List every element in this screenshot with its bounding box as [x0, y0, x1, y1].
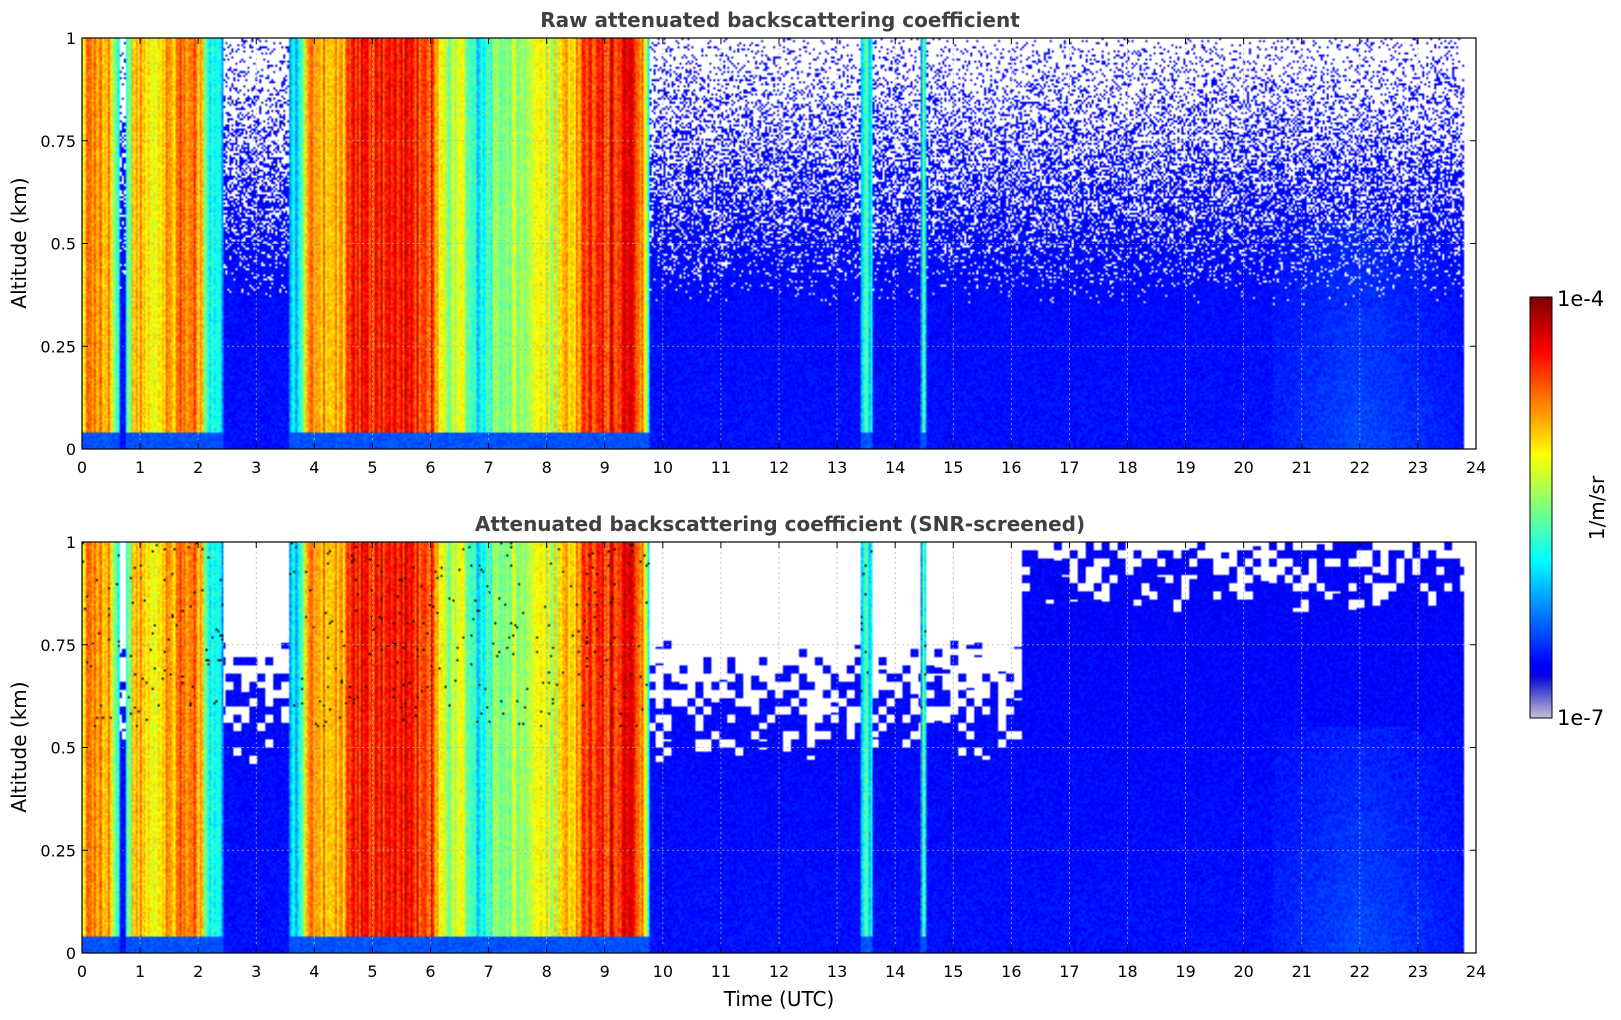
screened-panel-title: Attenuated backscattering coefficient (S… — [475, 512, 1085, 536]
x-tick-label: 13 — [827, 458, 847, 477]
x-tick-label: 4 — [309, 962, 319, 981]
x-tick-label: 10 — [653, 458, 673, 477]
raw-panel-title: Raw attenuated backscattering coefficien… — [540, 8, 1020, 32]
x-tick-label: 24 — [1466, 458, 1486, 477]
colorbar-frame — [1529, 296, 1553, 719]
x-tick-label: 20 — [1233, 962, 1253, 981]
x-tick-label: 19 — [1175, 458, 1195, 477]
x-tick-label: 6 — [425, 458, 435, 477]
x-tick-label: 23 — [1408, 458, 1428, 477]
y-tick-label: 0 — [66, 440, 76, 459]
x-tick-label: 20 — [1233, 458, 1253, 477]
screened-gridlines — [82, 542, 1476, 953]
x-tick-label: 5 — [367, 962, 377, 981]
x-tick-label: 0 — [77, 962, 87, 981]
colorbar-min-label: 1e-7 — [1557, 706, 1604, 730]
x-tick-label: 17 — [1059, 962, 1079, 981]
colorbar-gradient — [1530, 297, 1552, 718]
x-tick-label: 12 — [769, 458, 789, 477]
x-tick-label: 9 — [600, 458, 610, 477]
x-tick-label: 4 — [309, 458, 319, 477]
colorbar: 1e-4 1e-7 1/m/sr — [1529, 287, 1609, 730]
x-tick-label: 8 — [542, 458, 552, 477]
x-tick-label: 14 — [885, 962, 905, 981]
x-tick-label: 3 — [251, 458, 261, 477]
x-tick-label: 16 — [1001, 962, 1021, 981]
raw-backscatter-panel: Raw attenuated backscattering coefficien… — [7, 8, 1486, 477]
screened-backscatter-panel: Attenuated backscattering coefficient (S… — [7, 512, 1486, 1011]
x-tick-label: 1 — [135, 962, 145, 981]
raw-y-axis-label: Altitude (km) — [7, 177, 31, 308]
raw-x-ticks: 0 1 2 3 4 5 6 7 8 9 10 11 12 13 14 15 16 17 18 19 20 21 22 23 24 — [77, 38, 1486, 477]
x-axis-label: Time (UTC) — [723, 987, 835, 1011]
x-tick-label: 23 — [1408, 962, 1428, 981]
x-tick-label: 15 — [943, 458, 963, 477]
y-tick-label: 0 — [66, 944, 76, 963]
x-tick-label: 6 — [425, 962, 435, 981]
x-tick-label: 24 — [1466, 962, 1486, 981]
x-tick-label: 18 — [1117, 458, 1137, 477]
x-tick-label: 2 — [193, 962, 203, 981]
raw-gridlines — [82, 38, 1476, 449]
x-tick-label: 0 — [77, 458, 87, 477]
x-tick-label: 17 — [1059, 458, 1079, 477]
x-tick-label: 1 — [135, 458, 145, 477]
colorbar-max-label: 1e-4 — [1557, 287, 1604, 311]
y-tick-label: 1 — [66, 533, 76, 552]
screened-y-ticks: 0 0.25 0.5 0.75 1 — [40, 533, 1476, 963]
x-tick-label: 7 — [483, 962, 493, 981]
y-tick-label: 0.75 — [40, 132, 76, 151]
x-tick-label: 3 — [251, 962, 261, 981]
x-tick-label: 11 — [711, 458, 731, 477]
y-tick-label: 1 — [66, 29, 76, 48]
x-tick-label: 7 — [483, 458, 493, 477]
x-tick-label: 8 — [542, 962, 552, 981]
y-tick-label: 0.25 — [40, 841, 76, 860]
x-tick-label: 13 — [827, 962, 847, 981]
x-tick-label: 10 — [653, 962, 673, 981]
x-tick-label: 16 — [1001, 458, 1021, 477]
y-tick-label: 0.75 — [40, 636, 76, 655]
x-tick-label: 12 — [769, 962, 789, 981]
screened-x-ticks: 0 1 2 3 4 5 6 7 8 9 10 11 12 13 14 15 16 17 18 19 20 21 22 23 24 — [77, 542, 1486, 981]
x-tick-label: 18 — [1117, 962, 1137, 981]
x-tick-label: 14 — [885, 458, 905, 477]
x-tick-label: 19 — [1175, 962, 1195, 981]
y-tick-label: 0.5 — [51, 235, 76, 254]
x-tick-label: 2 — [193, 458, 203, 477]
x-tick-label: 21 — [1292, 962, 1312, 981]
x-tick-label: 5 — [367, 458, 377, 477]
x-tick-label: 22 — [1350, 458, 1370, 477]
x-tick-label: 21 — [1292, 458, 1312, 477]
y-tick-label: 0.5 — [51, 739, 76, 758]
x-tick-label: 22 — [1350, 962, 1370, 981]
screened-y-axis-label: Altitude (km) — [7, 681, 31, 812]
y-tick-label: 0.25 — [40, 337, 76, 356]
x-tick-label: 11 — [711, 962, 731, 981]
colorbar-label: 1/m/sr — [1585, 475, 1609, 540]
raw-y-ticks: 0 0.25 0.5 0.75 1 — [40, 29, 1476, 459]
x-tick-label: 15 — [943, 962, 963, 981]
x-tick-label: 9 — [600, 962, 610, 981]
